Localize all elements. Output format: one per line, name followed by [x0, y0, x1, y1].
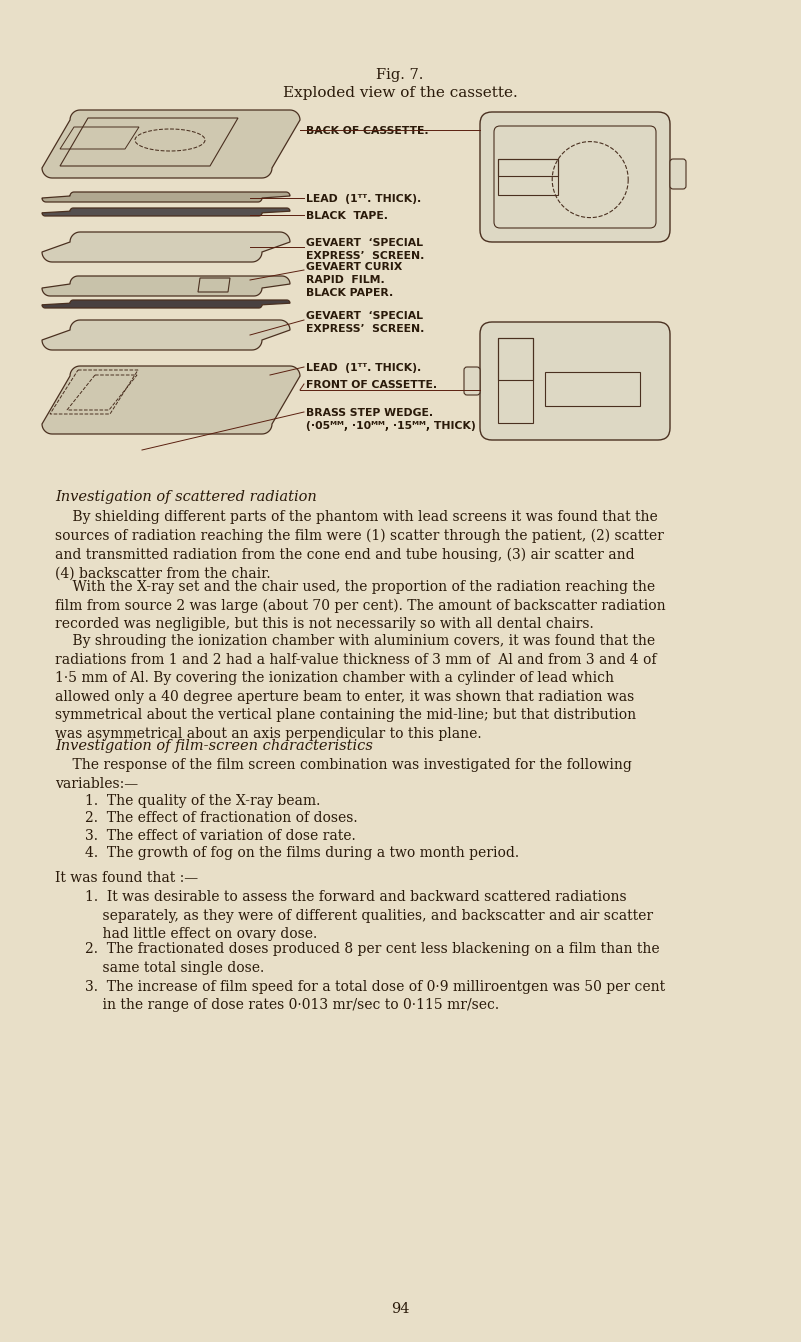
FancyBboxPatch shape	[670, 158, 686, 189]
Text: 2.  The fractionated doses produced 8 per cent less blackening on a film than th: 2. The fractionated doses produced 8 per…	[85, 942, 660, 976]
Polygon shape	[42, 208, 290, 216]
Text: 1.  It was desirable to assess the forward and backward scattered radiations
   : 1. It was desirable to assess the forwar…	[85, 890, 653, 941]
Text: GEVAERT CURIX
RAPID  FILM.
BLACK PAPER.: GEVAERT CURIX RAPID FILM. BLACK PAPER.	[306, 262, 402, 298]
Bar	[545, 372, 640, 407]
Text: BLACK  TAPE.: BLACK TAPE.	[306, 211, 388, 221]
Text: LEAD  (1ᵀᵀ. THICK).: LEAD (1ᵀᵀ. THICK).	[306, 362, 421, 373]
Polygon shape	[42, 276, 290, 297]
Text: Investigation of scattered radiation: Investigation of scattered radiation	[55, 490, 316, 505]
Text: Investigation of film-screen characteristics: Investigation of film-screen characteris…	[55, 739, 373, 753]
Text: 1.  The quality of the X-ray beam.: 1. The quality of the X-ray beam.	[85, 793, 320, 808]
Text: 4.  The growth of fog on the films during a two month period.: 4. The growth of fog on the films during…	[85, 845, 519, 860]
Polygon shape	[42, 366, 300, 433]
Text: FRONT OF CASSETTE.: FRONT OF CASSETTE.	[306, 380, 437, 391]
FancyBboxPatch shape	[480, 111, 670, 242]
Text: 94: 94	[391, 1302, 409, 1317]
Text: LEAD  (1ᵀᵀ. THICK).: LEAD (1ᵀᵀ. THICK).	[306, 195, 421, 204]
Text: 3.  The effect of variation of dose rate.: 3. The effect of variation of dose rate.	[85, 828, 356, 843]
Text: Exploded view of the cassette.: Exploded view of the cassette.	[283, 86, 517, 101]
Polygon shape	[42, 319, 290, 350]
Bar	[498, 158, 558, 195]
FancyBboxPatch shape	[480, 322, 670, 440]
Text: By shielding different parts of the phantom with lead screens it was found that : By shielding different parts of the phan…	[55, 510, 664, 581]
Text: By shrouding the ionization chamber with aluminium covers, it was found that the: By shrouding the ionization chamber with…	[55, 633, 657, 741]
FancyBboxPatch shape	[464, 366, 480, 395]
Text: The response of the film screen combination was investigated for the following
v: The response of the film screen combinat…	[55, 758, 632, 792]
Polygon shape	[42, 110, 300, 178]
Text: 3.  The increase of film speed for a total dose of 0·9 milliroentgen was 50 per : 3. The increase of film speed for a tota…	[85, 980, 665, 1012]
Text: GEVAERT  ‘SPECIAL
EXPRESS’  SCREEN.: GEVAERT ‘SPECIAL EXPRESS’ SCREEN.	[306, 238, 425, 260]
Polygon shape	[42, 192, 290, 203]
Bar	[498, 338, 533, 380]
Polygon shape	[42, 301, 290, 309]
Polygon shape	[42, 232, 290, 262]
Bar	[498, 338, 533, 423]
Text: GEVAERT  ‘SPECIAL
EXPRESS’  SCREEN.: GEVAERT ‘SPECIAL EXPRESS’ SCREEN.	[306, 311, 425, 334]
Text: BRASS STEP WEDGE.
(·05ᴹᴹ, ·10ᴹᴹ, ·15ᴹᴹ, THICK): BRASS STEP WEDGE. (·05ᴹᴹ, ·10ᴹᴹ, ·15ᴹᴹ, …	[306, 408, 476, 431]
Text: Fig. 7.: Fig. 7.	[376, 68, 424, 82]
Text: BACK OF CASSETTE.: BACK OF CASSETTE.	[306, 126, 429, 136]
Bar	[498, 158, 558, 176]
Polygon shape	[198, 278, 230, 293]
Text: It was found that :—: It was found that :—	[55, 871, 198, 886]
Text: With the X-ray set and the chair used, the proportion of the radiation reaching : With the X-ray set and the chair used, t…	[55, 580, 666, 631]
Text: 2.  The effect of fractionation of doses.: 2. The effect of fractionation of doses.	[85, 811, 357, 825]
